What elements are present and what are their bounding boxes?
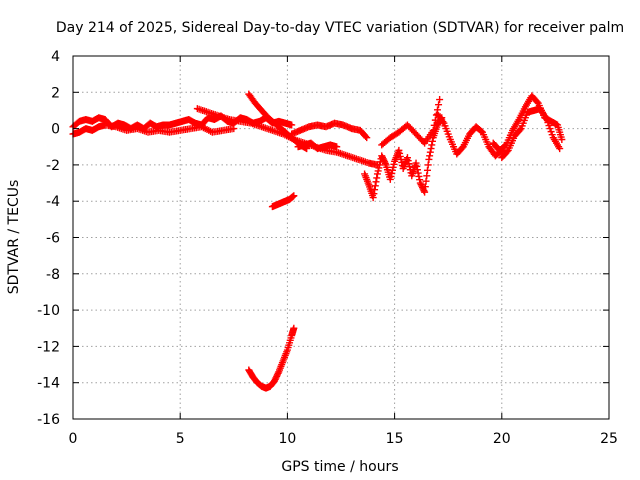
series-segment-10-14h bbox=[288, 119, 371, 142]
x-tick-label: 15 bbox=[386, 431, 404, 447]
y-tick-label: -2 bbox=[46, 158, 60, 174]
data-point bbox=[381, 159, 389, 167]
y-tick-label: -8 bbox=[46, 267, 60, 283]
data-point bbox=[503, 148, 511, 156]
y-tick-label: 0 bbox=[51, 122, 60, 138]
data-point bbox=[421, 188, 429, 196]
y-axis-label: SDTVAR / TECUs bbox=[6, 180, 22, 295]
data-point bbox=[288, 121, 296, 129]
data-point bbox=[428, 137, 436, 145]
x-tick-label: 20 bbox=[493, 431, 511, 447]
data-point bbox=[372, 178, 380, 186]
chart-title: Day 214 of 2025, Sidereal Day-to-day VTE… bbox=[56, 20, 624, 36]
y-tick-label: -4 bbox=[46, 194, 60, 210]
x-tick-label: 5 bbox=[176, 431, 185, 447]
data-point bbox=[373, 174, 381, 182]
series-active-20-23h-lower bbox=[498, 105, 564, 162]
data-point bbox=[424, 161, 432, 169]
data-point bbox=[425, 155, 433, 163]
data-point bbox=[371, 182, 379, 190]
y-tick-label: 4 bbox=[51, 49, 60, 65]
data-point bbox=[431, 116, 439, 124]
data-point bbox=[290, 324, 298, 332]
data-point bbox=[421, 183, 429, 191]
y-tick-label: 2 bbox=[51, 85, 60, 101]
data-point bbox=[290, 192, 298, 200]
data-point bbox=[414, 169, 422, 177]
series-active-19-5-23h bbox=[489, 92, 566, 154]
y-tick-label: -16 bbox=[37, 412, 60, 428]
series-segment-10-5-13h-lower bbox=[294, 139, 341, 153]
data-point bbox=[420, 187, 428, 195]
data-point bbox=[369, 194, 377, 202]
data-point bbox=[428, 141, 436, 149]
y-tick-label: -14 bbox=[37, 376, 60, 392]
y-tick-label: -12 bbox=[37, 339, 60, 355]
data-point bbox=[423, 166, 431, 174]
data-point bbox=[439, 118, 447, 126]
data-point bbox=[363, 134, 371, 142]
data-point bbox=[436, 96, 444, 104]
x-tick-label: 0 bbox=[69, 431, 78, 447]
data-point bbox=[230, 125, 238, 133]
x-tick-label: 10 bbox=[278, 431, 296, 447]
data-point bbox=[413, 162, 421, 170]
data-point bbox=[412, 159, 420, 167]
data-point bbox=[274, 369, 282, 377]
series-active-13-5-17h bbox=[361, 114, 446, 202]
data-point bbox=[533, 98, 541, 106]
data-point bbox=[422, 177, 430, 185]
series-short-arc-9-5-10h bbox=[268, 192, 298, 211]
data-point bbox=[426, 152, 434, 160]
data-point bbox=[516, 126, 524, 134]
data-point bbox=[426, 148, 434, 156]
series-active-15-17h-upper bbox=[378, 96, 444, 149]
x-tick-label: 25 bbox=[600, 431, 618, 447]
data-point bbox=[413, 166, 421, 174]
data-point bbox=[370, 190, 378, 198]
data-point bbox=[416, 176, 424, 184]
x-axis-label: GPS time / hours bbox=[281, 459, 398, 475]
series-deep-arc-8-10h bbox=[245, 324, 298, 392]
y-tick-label: -10 bbox=[37, 303, 60, 319]
data-point bbox=[333, 143, 341, 151]
data-point bbox=[371, 186, 379, 194]
data-point bbox=[415, 172, 423, 180]
data-point bbox=[427, 145, 435, 153]
data-point bbox=[556, 145, 564, 153]
data-points bbox=[69, 90, 566, 392]
data-point bbox=[429, 126, 437, 134]
data-point bbox=[423, 172, 431, 180]
y-tick-label: -6 bbox=[46, 231, 60, 247]
data-point bbox=[435, 101, 443, 109]
data-point bbox=[430, 121, 438, 129]
axis-ticks bbox=[72, 55, 610, 420]
data-point bbox=[362, 132, 370, 140]
data-point bbox=[558, 135, 566, 143]
